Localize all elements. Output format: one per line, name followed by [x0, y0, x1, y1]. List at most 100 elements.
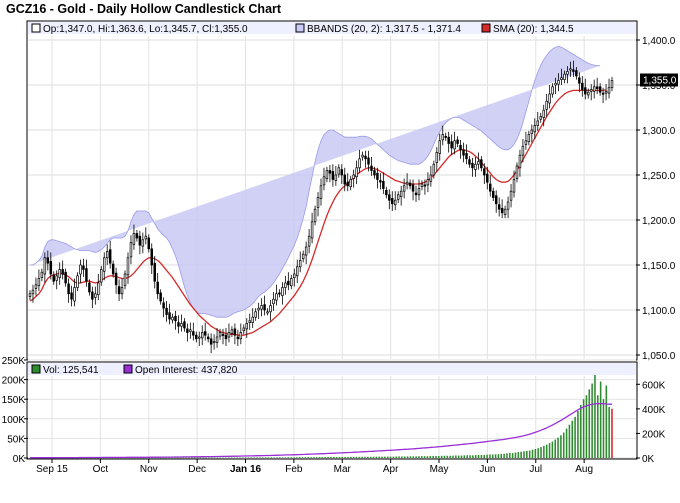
- candle-body: [575, 70, 578, 77]
- candle-body: [61, 269, 64, 275]
- candle: [236, 329, 240, 346]
- candle: [43, 252, 47, 283]
- volume-bar: [276, 457, 278, 458]
- candle: [117, 279, 121, 301]
- candle: [500, 199, 504, 219]
- volume-bar: [182, 457, 185, 459]
- date-tick-label: Mar: [334, 464, 352, 475]
- candle: [242, 324, 246, 335]
- candle-body: [509, 190, 513, 201]
- volume-bar: [395, 456, 398, 458]
- candle-body: [471, 162, 474, 169]
- candle: [284, 275, 287, 295]
- candle: [382, 172, 385, 194]
- candle-body: [165, 307, 168, 315]
- volume-bar: [415, 456, 417, 458]
- candle-body: [123, 273, 127, 287]
- candle-body: [592, 86, 596, 92]
- candle: [489, 175, 492, 197]
- candle: [584, 78, 587, 100]
- candle-body: [500, 207, 504, 214]
- volume-bar: [208, 457, 210, 459]
- volume-bar: [213, 457, 216, 459]
- volume-bar: [202, 457, 204, 459]
- candle: [203, 322, 207, 341]
- candle: [426, 172, 430, 193]
- candle-body: [391, 198, 394, 205]
- volume-bar: [506, 453, 508, 458]
- candle: [126, 252, 130, 284]
- candle: [391, 191, 394, 211]
- candle: [224, 328, 228, 346]
- volume-bar: [344, 456, 346, 458]
- volume-bar: [125, 457, 128, 459]
- date-tick-label: Jul: [529, 464, 542, 475]
- candle-body: [284, 282, 287, 288]
- candle-body: [465, 153, 468, 160]
- volume-bar: [369, 456, 372, 458]
- candle-body: [287, 280, 290, 286]
- volume-bar: [543, 445, 545, 458]
- date-axis-labels: Sep 15 Oct Nov Dec Jan 16 Feb Mar Apr May Jun Jul A…: [36, 464, 593, 475]
- candle: [293, 268, 296, 287]
- candle-body: [429, 174, 433, 182]
- candle-body: [355, 167, 358, 178]
- volume-bar: [171, 457, 173, 459]
- candle-body: [67, 283, 70, 295]
- candle-body: [533, 125, 537, 133]
- volume-bar: [591, 383, 593, 458]
- candle-body: [551, 86, 554, 95]
- candle-body: [373, 170, 376, 176]
- volume-bar: [423, 456, 426, 458]
- candle-body: [456, 139, 459, 144]
- candle-body: [468, 159, 471, 165]
- candle: [230, 326, 234, 337]
- candle: [450, 134, 453, 156]
- candle-body: [135, 233, 139, 239]
- candle: [432, 160, 436, 179]
- volume-bar: [176, 457, 179, 459]
- candle: [367, 150, 370, 172]
- candle: [138, 230, 142, 255]
- candle: [414, 185, 418, 202]
- candle-body: [435, 152, 439, 163]
- volume-bar: [440, 455, 443, 458]
- candle-body: [91, 291, 94, 300]
- candle: [506, 196, 510, 219]
- volume-bar: [421, 456, 423, 458]
- volume-bar: [139, 457, 142, 459]
- price-tick-label: 1,050.0: [642, 351, 676, 362]
- price-tick-label: 1,100.0: [642, 306, 676, 317]
- volume-bar: [386, 456, 389, 458]
- candle: [459, 139, 462, 159]
- volume-bar: [398, 456, 400, 458]
- candle-body: [186, 328, 189, 333]
- volume-bar: [551, 441, 554, 458]
- candle-body: [474, 163, 477, 170]
- candle-body: [260, 305, 263, 310]
- candle-body: [319, 185, 323, 199]
- candle: [474, 157, 477, 177]
- volume-bar: [318, 457, 321, 458]
- candle: [581, 76, 584, 97]
- candle-body: [85, 268, 88, 282]
- candle-body: [290, 278, 293, 287]
- candle-body: [198, 336, 201, 339]
- candle: [64, 268, 67, 287]
- candle: [563, 70, 566, 84]
- candle: [67, 278, 70, 303]
- candle: [79, 259, 82, 283]
- candle-body: [108, 249, 112, 264]
- candle: [429, 166, 433, 187]
- volume-bar: [426, 456, 429, 458]
- candle: [399, 185, 403, 206]
- candle: [548, 85, 551, 109]
- candle: [319, 178, 323, 206]
- volume-bar: [333, 457, 335, 458]
- date-tick-label: Aug: [575, 464, 593, 475]
- candle: [441, 125, 444, 146]
- candle-body: [64, 271, 67, 284]
- candle-body: [521, 145, 525, 156]
- candle: [206, 333, 210, 343]
- candle: [435, 147, 439, 172]
